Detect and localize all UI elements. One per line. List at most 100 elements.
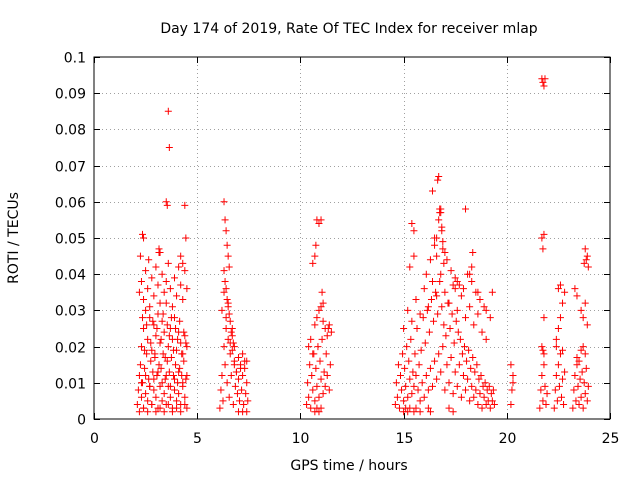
data-point bbox=[448, 310, 456, 318]
data-point bbox=[482, 335, 490, 343]
data-point bbox=[432, 288, 440, 296]
data-point bbox=[230, 361, 238, 369]
data-point bbox=[577, 306, 585, 314]
data-point bbox=[234, 375, 242, 383]
data-point bbox=[144, 408, 152, 416]
data-point bbox=[218, 372, 226, 380]
data-point bbox=[551, 386, 559, 394]
data-point bbox=[540, 230, 548, 238]
data-point bbox=[166, 393, 174, 401]
data-point bbox=[583, 397, 591, 405]
data-point bbox=[156, 382, 164, 390]
data-point bbox=[174, 335, 182, 343]
data-point bbox=[240, 401, 248, 409]
data-point bbox=[557, 393, 565, 401]
data-point bbox=[157, 335, 165, 343]
data-point bbox=[158, 379, 166, 387]
data-point bbox=[218, 306, 226, 314]
data-point bbox=[232, 368, 240, 376]
x-tick-label: 10 bbox=[292, 431, 310, 447]
data-point bbox=[238, 386, 246, 394]
data-point bbox=[397, 372, 405, 380]
data-point bbox=[578, 368, 586, 376]
data-point bbox=[142, 306, 150, 314]
data-point bbox=[445, 404, 453, 412]
data-point bbox=[559, 346, 567, 354]
y-tick-label: 0.05 bbox=[55, 232, 86, 248]
data-point bbox=[433, 252, 441, 260]
data-point bbox=[150, 386, 158, 394]
data-point bbox=[416, 397, 424, 405]
data-point bbox=[395, 404, 403, 412]
data-point bbox=[407, 335, 415, 343]
data-point bbox=[306, 361, 314, 369]
data-point bbox=[483, 386, 491, 394]
data-point bbox=[420, 393, 428, 401]
data-point bbox=[409, 368, 417, 376]
data-point bbox=[451, 274, 459, 282]
data-point bbox=[482, 306, 490, 314]
data-point bbox=[481, 379, 489, 387]
data-point bbox=[442, 332, 450, 340]
data-point bbox=[424, 404, 432, 412]
data-point bbox=[477, 372, 485, 380]
data-point bbox=[486, 404, 494, 412]
data-point bbox=[221, 277, 229, 285]
data-point bbox=[182, 339, 190, 347]
y-tick-label: 0.1 bbox=[64, 51, 86, 67]
data-point bbox=[456, 335, 464, 343]
data-point bbox=[426, 408, 434, 416]
data-point bbox=[152, 332, 160, 340]
data-point bbox=[435, 350, 443, 358]
x-tick-label: 5 bbox=[193, 431, 202, 447]
data-point bbox=[153, 325, 161, 332]
y-tick-label: 0.09 bbox=[55, 87, 86, 103]
data-point bbox=[402, 382, 410, 390]
data-point bbox=[575, 357, 583, 365]
data-point bbox=[318, 288, 326, 296]
data-point bbox=[437, 209, 445, 217]
data-point bbox=[412, 372, 420, 380]
data-point bbox=[134, 386, 142, 394]
data-point bbox=[224, 303, 232, 311]
data-point bbox=[445, 379, 453, 387]
data-point bbox=[228, 332, 236, 340]
data-point bbox=[224, 252, 232, 260]
data-point bbox=[438, 303, 446, 311]
data-point bbox=[163, 357, 171, 365]
data-point bbox=[450, 339, 458, 347]
data-point bbox=[554, 361, 562, 369]
data-point bbox=[436, 277, 444, 285]
data-point bbox=[137, 393, 145, 401]
data-point bbox=[393, 393, 401, 401]
data-point bbox=[460, 343, 468, 351]
data-point bbox=[317, 216, 325, 224]
data-point bbox=[148, 401, 156, 409]
data-point bbox=[227, 372, 235, 380]
data-point bbox=[309, 386, 317, 394]
data-point bbox=[224, 335, 232, 343]
data-point bbox=[175, 368, 183, 376]
data-point bbox=[228, 346, 236, 354]
data-point bbox=[152, 393, 160, 401]
data-point bbox=[581, 350, 589, 358]
data-point bbox=[399, 350, 407, 358]
data-point bbox=[311, 397, 319, 405]
data-point bbox=[400, 325, 408, 332]
data-point bbox=[140, 404, 148, 412]
data-point bbox=[455, 361, 463, 369]
data-point bbox=[476, 390, 484, 398]
data-point bbox=[462, 386, 470, 394]
data-point bbox=[183, 404, 191, 412]
data-point bbox=[317, 375, 325, 383]
data-point bbox=[439, 245, 447, 253]
data-point bbox=[410, 408, 418, 416]
data-point bbox=[433, 375, 441, 383]
data-point bbox=[143, 321, 151, 329]
data-point bbox=[474, 310, 482, 318]
data-point bbox=[410, 227, 418, 235]
data-point bbox=[474, 401, 482, 409]
data-points bbox=[133, 75, 592, 416]
data-point bbox=[572, 397, 580, 405]
data-point bbox=[223, 379, 231, 387]
